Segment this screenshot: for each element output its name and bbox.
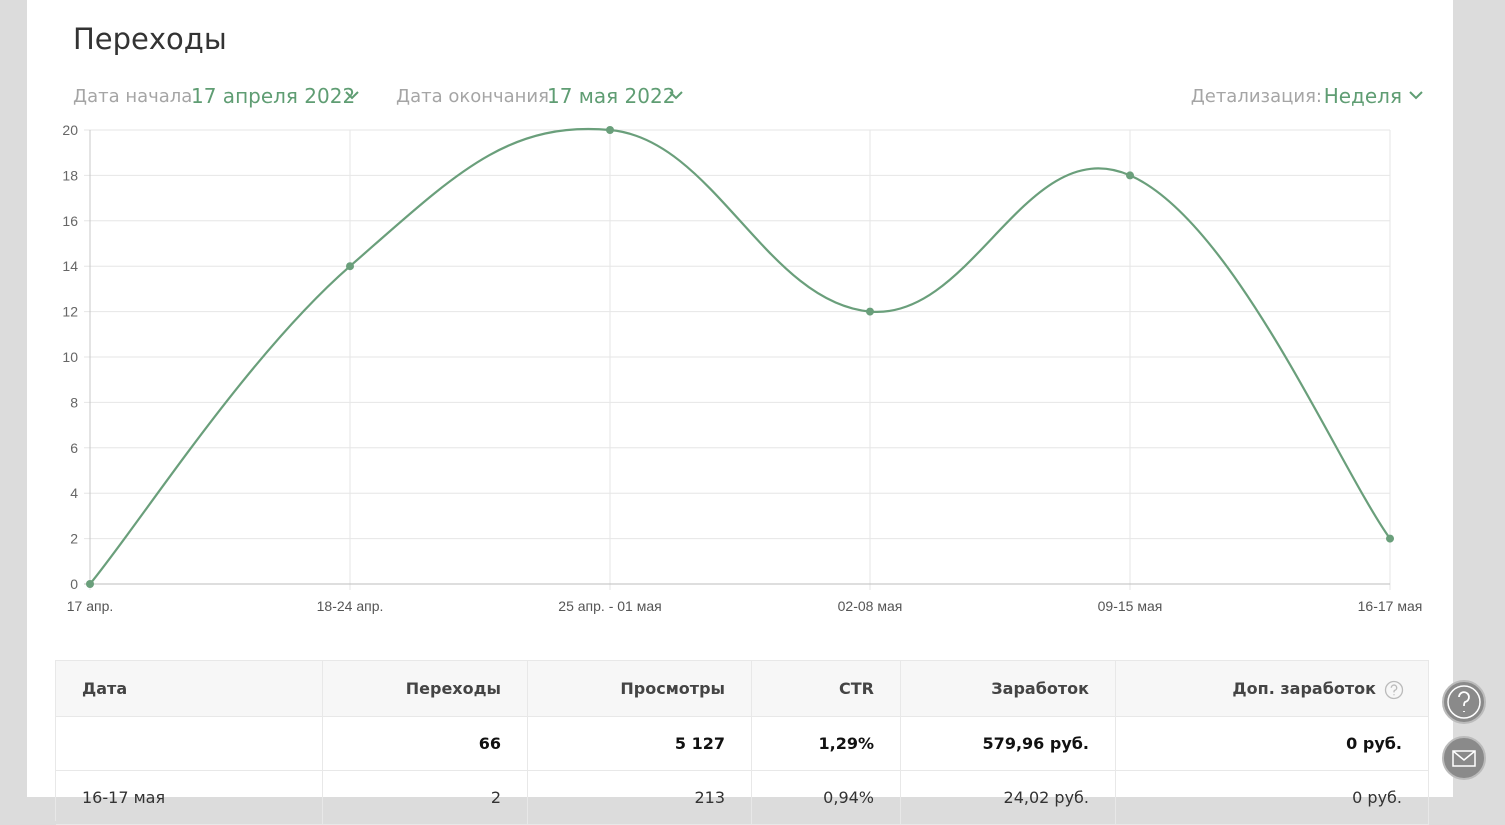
end-date[interactable]: 17 мая 2022 [547, 84, 676, 108]
help-icon[interactable] [1384, 680, 1404, 700]
y-tick-label: 8 [70, 394, 78, 410]
data-point [86, 580, 94, 588]
data-point [1126, 171, 1134, 180]
y-tick-label: 18 [62, 167, 78, 183]
table-cell: 1,29% [752, 717, 901, 771]
y-tick-label: 2 [70, 531, 78, 547]
table-cell: 66 [323, 717, 528, 771]
data-line [89, 127, 1391, 585]
x-tick-label: 16-17 мая [1358, 598, 1423, 614]
header-cell: Заработок [901, 661, 1116, 717]
chevron[interactable] [669, 91, 683, 100]
table-cell: 16-17 мая [56, 771, 323, 825]
y-tick-label: 14 [62, 258, 78, 274]
data-point [606, 126, 614, 134]
chevron[interactable] [1409, 91, 1423, 100]
table-cell [56, 717, 323, 771]
data-point [866, 307, 874, 316]
x-tick-label: 17 апр. [67, 598, 114, 614]
table-cell: 0 руб. [1116, 771, 1429, 825]
y-tick-label: 20 [62, 122, 78, 138]
start-date[interactable]: 17 апреля 2022 [191, 84, 356, 108]
header-cell: CTR [752, 661, 901, 717]
end-label: Дата окончания [396, 86, 549, 107]
data-point [346, 262, 354, 271]
y-tick-label: 6 [70, 440, 78, 456]
table-cell: 5 127 [528, 717, 752, 771]
data-point [1386, 534, 1394, 543]
y-tick-label: 0 [70, 576, 78, 592]
table-cell: 0,94% [752, 771, 901, 825]
overlay: 0 2 4 6 8 10 12 14 16 18 20 17 апр. 18-24 апр. 25 апр… [62, 91, 1486, 780]
detail-label: Детализация: [1190, 86, 1322, 107]
header-cell: Переходы [323, 661, 528, 717]
mail-button[interactable] [1442, 736, 1486, 780]
header-cell: Доп. заработок [1116, 661, 1429, 717]
table-cell: 213 [528, 771, 752, 825]
page: Переходы Дата начала 17 апреля 2022 Дата… [27, 0, 1486, 825]
x-tick-label: 02-08 мая [838, 598, 903, 614]
header-cell: Просмотры [528, 661, 752, 717]
y-tick-label: 4 [70, 485, 78, 501]
x-tick-label: 18-24 апр. [317, 598, 384, 614]
y-tick-label: 12 [62, 304, 78, 320]
x-tick-label: 09-15 мая [1098, 598, 1163, 614]
help-button[interactable] [1442, 680, 1486, 724]
start-label: Дата начала [73, 86, 193, 107]
table-cell: 2 [323, 771, 528, 825]
x-tick-label: 25 апр. - 01 мая [558, 598, 661, 614]
y-tick-label: 10 [62, 349, 78, 365]
header-cell: Дата [56, 661, 323, 717]
table-cell: 579,96 руб. [901, 717, 1116, 771]
y-tick-label: 16 [62, 213, 78, 229]
page-title: Переходы [73, 22, 227, 56]
table-cell: 0 руб. [1116, 717, 1429, 771]
detail-value[interactable]: Неделя [1323, 84, 1402, 108]
chevron[interactable] [345, 91, 359, 100]
chart: 0 2 4 6 8 10 12 14 16 18 20 17 апр. 18-24 апр. 25 апр… [62, 122, 1422, 614]
table-cell: 24,02 руб. [901, 771, 1116, 825]
